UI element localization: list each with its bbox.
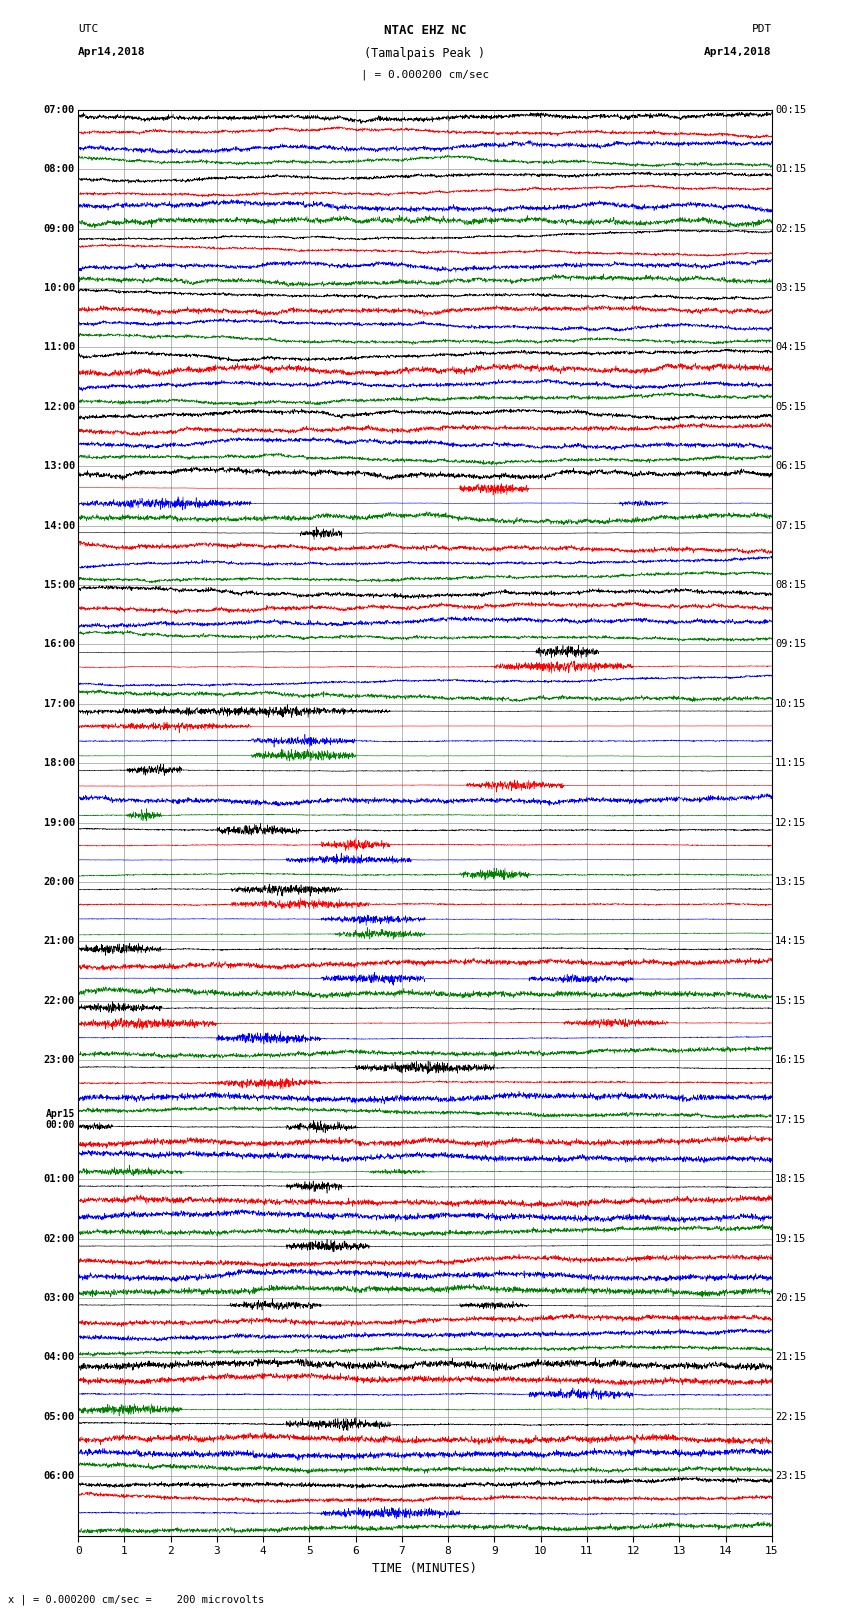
Text: 03:15: 03:15 bbox=[775, 282, 807, 294]
Text: 21:00: 21:00 bbox=[43, 937, 75, 947]
Text: 16:00: 16:00 bbox=[43, 639, 75, 650]
Text: 07:15: 07:15 bbox=[775, 521, 807, 531]
Text: 08:15: 08:15 bbox=[775, 581, 807, 590]
Text: Apr14,2018: Apr14,2018 bbox=[705, 47, 772, 56]
Text: 17:00: 17:00 bbox=[43, 698, 75, 708]
Text: 20:00: 20:00 bbox=[43, 877, 75, 887]
Text: 04:00: 04:00 bbox=[43, 1352, 75, 1363]
Text: (Tamalpais Peak ): (Tamalpais Peak ) bbox=[365, 47, 485, 60]
Text: 08:00: 08:00 bbox=[43, 165, 75, 174]
Text: x | = 0.000200 cm/sec =    200 microvolts: x | = 0.000200 cm/sec = 200 microvolts bbox=[8, 1594, 264, 1605]
Text: 02:00: 02:00 bbox=[43, 1234, 75, 1244]
Text: 09:15: 09:15 bbox=[775, 639, 807, 650]
Text: 15:00: 15:00 bbox=[43, 581, 75, 590]
Text: 00:15: 00:15 bbox=[775, 105, 807, 115]
Text: 23:15: 23:15 bbox=[775, 1471, 807, 1481]
Text: 10:00: 10:00 bbox=[43, 282, 75, 294]
Text: 14:15: 14:15 bbox=[775, 937, 807, 947]
Text: 11:15: 11:15 bbox=[775, 758, 807, 768]
Text: 04:15: 04:15 bbox=[775, 342, 807, 352]
Text: UTC: UTC bbox=[78, 24, 99, 34]
Text: 22:15: 22:15 bbox=[775, 1411, 807, 1421]
Text: 13:00: 13:00 bbox=[43, 461, 75, 471]
Text: 11:00: 11:00 bbox=[43, 342, 75, 352]
Text: Apr15
00:00: Apr15 00:00 bbox=[45, 1108, 75, 1131]
Text: 23:00: 23:00 bbox=[43, 1055, 75, 1065]
Text: 20:15: 20:15 bbox=[775, 1294, 807, 1303]
Text: 05:00: 05:00 bbox=[43, 1411, 75, 1421]
Text: PDT: PDT bbox=[751, 24, 772, 34]
Text: 06:15: 06:15 bbox=[775, 461, 807, 471]
Text: 07:00: 07:00 bbox=[43, 105, 75, 115]
Text: 03:00: 03:00 bbox=[43, 1294, 75, 1303]
Text: 12:15: 12:15 bbox=[775, 818, 807, 827]
Text: 05:15: 05:15 bbox=[775, 402, 807, 411]
Text: 01:00: 01:00 bbox=[43, 1174, 75, 1184]
Text: | = 0.000200 cm/sec: | = 0.000200 cm/sec bbox=[361, 69, 489, 81]
Text: 09:00: 09:00 bbox=[43, 224, 75, 234]
Text: 22:00: 22:00 bbox=[43, 995, 75, 1007]
Text: 16:15: 16:15 bbox=[775, 1055, 807, 1065]
Text: 17:15: 17:15 bbox=[775, 1115, 807, 1124]
X-axis label: TIME (MINUTES): TIME (MINUTES) bbox=[372, 1561, 478, 1574]
Text: 10:15: 10:15 bbox=[775, 698, 807, 708]
Text: 12:00: 12:00 bbox=[43, 402, 75, 411]
Text: 19:00: 19:00 bbox=[43, 818, 75, 827]
Text: 13:15: 13:15 bbox=[775, 877, 807, 887]
Text: 15:15: 15:15 bbox=[775, 995, 807, 1007]
Text: 18:00: 18:00 bbox=[43, 758, 75, 768]
Text: 01:15: 01:15 bbox=[775, 165, 807, 174]
Text: NTAC EHZ NC: NTAC EHZ NC bbox=[383, 24, 467, 37]
Text: 06:00: 06:00 bbox=[43, 1471, 75, 1481]
Text: 18:15: 18:15 bbox=[775, 1174, 807, 1184]
Text: 14:00: 14:00 bbox=[43, 521, 75, 531]
Text: 02:15: 02:15 bbox=[775, 224, 807, 234]
Text: 19:15: 19:15 bbox=[775, 1234, 807, 1244]
Text: Apr14,2018: Apr14,2018 bbox=[78, 47, 145, 56]
Text: 21:15: 21:15 bbox=[775, 1352, 807, 1363]
